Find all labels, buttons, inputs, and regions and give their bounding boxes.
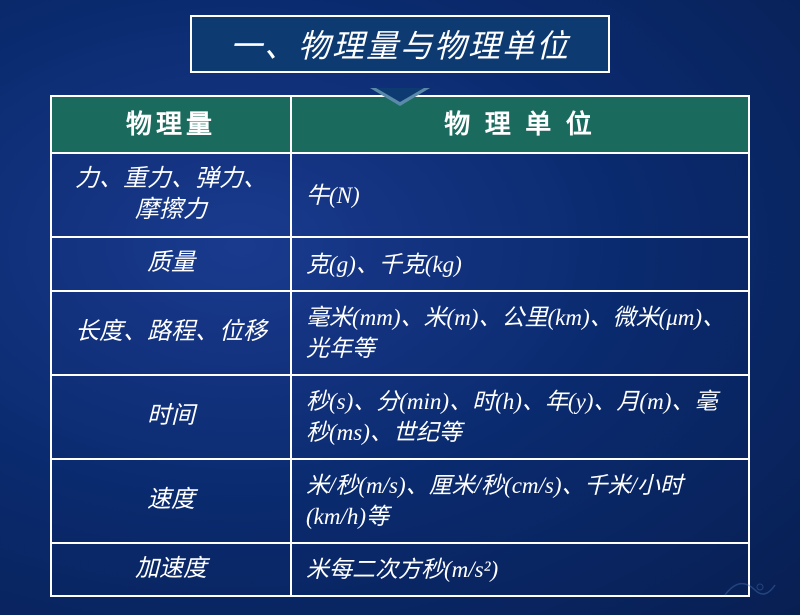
- title-box: 一、物理量与物理单位: [190, 15, 610, 73]
- cell-unit: 牛(N): [291, 153, 749, 237]
- cell-unit: 米每二次方秒(m/s²): [291, 543, 749, 596]
- cell-quantity: 质量: [51, 237, 291, 290]
- physics-units-table: 物理量 物 理 单 位 力、重力、弹力、摩擦力 牛(N) 质量 克(g)、千克(…: [50, 95, 750, 597]
- cell-unit: 米/秒(m/s)、厘米/秒(cm/s)、千米/小时(km/h)等: [291, 459, 749, 543]
- cell-unit: 克(g)、千克(kg): [291, 237, 749, 290]
- page-title: 一、物理量与物理单位: [230, 21, 570, 67]
- cell-quantity: 加速度: [51, 543, 291, 596]
- cell-quantity: 速度: [51, 459, 291, 543]
- table-row: 力、重力、弹力、摩擦力 牛(N): [51, 153, 749, 237]
- down-arrow-inner: [376, 88, 424, 102]
- table-row: 时间 秒(s)、分(min)、时(h)、年(y)、月(m)、毫秒(ms)、世纪等: [51, 375, 749, 459]
- cell-unit: 秒(s)、分(min)、时(h)、年(y)、月(m)、毫秒(ms)、世纪等: [291, 375, 749, 459]
- cell-unit: 毫米(mm)、米(m)、公里(km)、微米(μm)、光年等: [291, 291, 749, 375]
- table-row: 质量 克(g)、千克(kg): [51, 237, 749, 290]
- table-row: 速度 米/秒(m/s)、厘米/秒(cm/s)、千米/小时(km/h)等: [51, 459, 749, 543]
- cell-quantity: 力、重力、弹力、摩擦力: [51, 153, 291, 237]
- header-unit: 物 理 单 位: [291, 96, 749, 153]
- cell-quantity: 长度、路程、位移: [51, 291, 291, 375]
- table-row: 长度、路程、位移 毫米(mm)、米(m)、公里(km)、微米(μm)、光年等: [51, 291, 749, 375]
- table-row: 加速度 米每二次方秒(m/s²): [51, 543, 749, 596]
- cell-quantity: 时间: [51, 375, 291, 459]
- header-quantity: 物理量: [51, 96, 291, 153]
- decorative-swirl-icon: [720, 565, 780, 605]
